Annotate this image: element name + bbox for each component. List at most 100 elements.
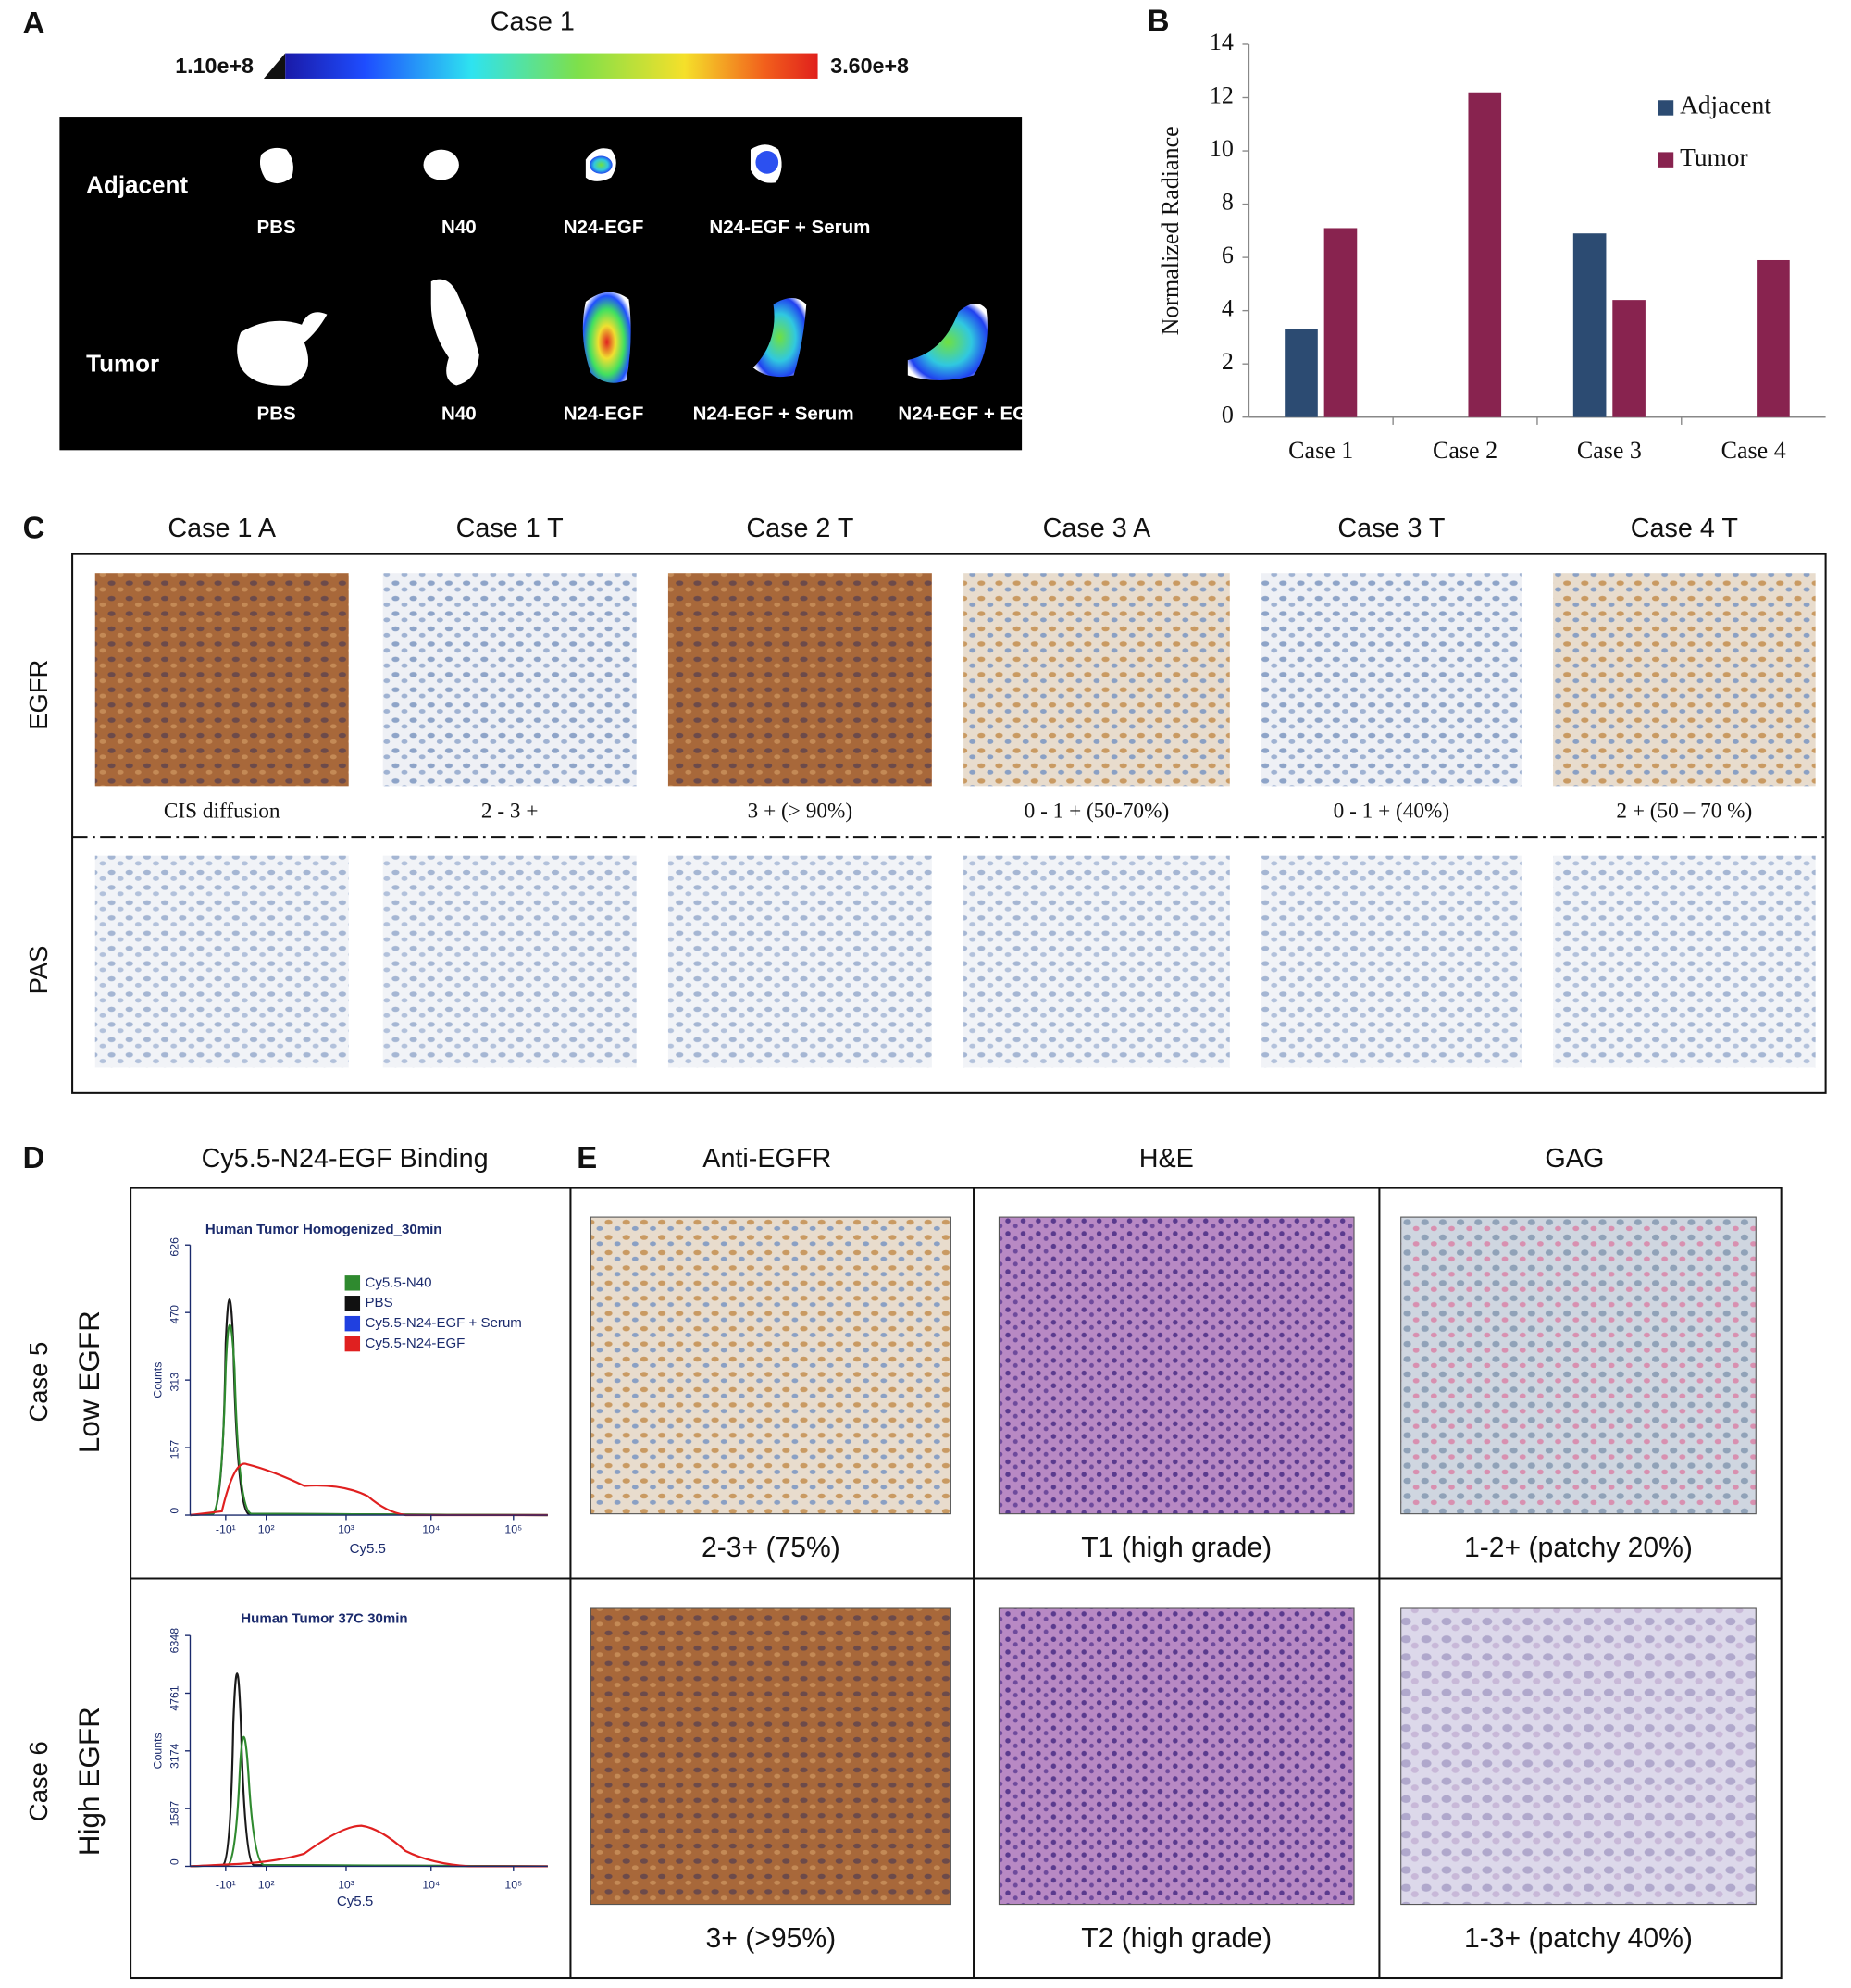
panel-label: B — [1148, 3, 1170, 37]
panel-label: E — [577, 1140, 597, 1174]
grid-frame — [130, 1187, 1783, 1980]
stain-score: 2 + (50 – 70 %) — [1616, 799, 1752, 823]
stain-caption: 1-3+ (patchy 40%) — [1464, 1923, 1693, 1954]
egfr-label: High EGFR — [72, 1707, 106, 1856]
pas-stain-image — [667, 855, 932, 1068]
legend-swatch — [344, 1296, 361, 1311]
column-header: Case 4 T — [1631, 514, 1738, 543]
stain-image — [998, 1216, 1355, 1515]
y-tick-label: 4 — [1222, 295, 1234, 322]
row-label: Tumor — [86, 349, 159, 377]
column-header: GAG — [1545, 1144, 1604, 1174]
panel-label: D — [23, 1140, 45, 1174]
plot-title: Human Tumor 37C 30min — [241, 1610, 407, 1626]
pas-stain-image — [963, 855, 1230, 1068]
y-tick-label: 6 — [1222, 242, 1234, 268]
x-tick-label: 10⁴ — [422, 1523, 440, 1536]
x-tick-label: 10⁵ — [504, 1878, 522, 1891]
stain-image — [590, 1607, 951, 1906]
y-tick-label: 3174 — [168, 1743, 180, 1769]
panel-label: C — [23, 510, 45, 544]
y-axis-label: Normalized Radiance — [1157, 126, 1184, 335]
y-tick-label: 157 — [168, 1440, 180, 1460]
bar — [1468, 92, 1502, 417]
legend-label: Cy5.5-N24-EGF + Serum — [366, 1315, 522, 1331]
color-scale — [285, 53, 818, 79]
stain-score: CIS diffusion — [164, 799, 280, 823]
column-header: Anti-EGFR — [702, 1144, 831, 1174]
sample-label: N24-EGF + Serum — [693, 403, 854, 424]
row-label: Adjacent — [86, 170, 188, 198]
legend-swatch — [344, 1336, 361, 1352]
y-axis-label: Counts — [151, 1362, 164, 1398]
imaging-panel — [59, 117, 1023, 451]
y-tick-label: 10 — [1210, 135, 1234, 162]
egfr-stain-image — [667, 573, 932, 787]
x-tick-label: 10² — [258, 1523, 275, 1536]
egfr-stain-image — [963, 573, 1230, 787]
stain-image — [1400, 1216, 1757, 1515]
scale-max: 3.60e+8 — [830, 54, 909, 78]
y-tick-label: 6348 — [168, 1628, 180, 1654]
row-label: EGFR — [24, 660, 53, 730]
legend-label: Cy5.5-N24-EGF — [366, 1336, 466, 1351]
stain-score: 3 + (> 90%) — [748, 799, 852, 823]
x-tick-label: 10³ — [338, 1523, 354, 1536]
sample-label: N40 — [441, 217, 477, 238]
panel-title: Cy5.5-N24-EGF Binding — [202, 1144, 489, 1174]
y-tick-label: 1587 — [168, 1801, 180, 1827]
y-tick-label: 8 — [1222, 189, 1234, 216]
x-axis-label: Cy5.5 — [337, 1894, 373, 1909]
column-header: Case 1 A — [168, 514, 276, 543]
egfr-label: Low EGFR — [72, 1311, 106, 1453]
y-tick-label: 2 — [1222, 348, 1234, 375]
bar — [1285, 329, 1318, 417]
legend-label: PBS — [366, 1295, 393, 1311]
sample-label: N40 — [441, 403, 477, 424]
y-tick-label: 470 — [168, 1305, 180, 1324]
y-tick-label: 12 — [1210, 81, 1234, 108]
y-tick-label: 626 — [168, 1237, 180, 1257]
column-header: Case 3 T — [1337, 514, 1445, 543]
panel-label: A — [23, 6, 45, 40]
x-tick-label: -10¹ — [216, 1878, 236, 1891]
stain-caption: T1 (high grade) — [1081, 1533, 1272, 1563]
sample-label: N24-EGF — [564, 217, 644, 238]
bar — [1757, 259, 1790, 417]
x-tick-label: 10³ — [338, 1878, 354, 1891]
pas-stain-image — [94, 855, 349, 1068]
x-tick-label: Case 2 — [1433, 437, 1497, 464]
pas-stain-image — [382, 855, 637, 1068]
egfr-stain-image — [94, 573, 349, 787]
scale-wedge — [263, 53, 286, 79]
panel-title: Case 1 — [491, 6, 575, 36]
y-tick-label: 0 — [1222, 402, 1234, 429]
sample-label: N24-EGF — [564, 403, 644, 424]
sample-label: PBS — [257, 217, 296, 238]
pas-stain-image — [1261, 855, 1522, 1068]
sample-label: PBS — [257, 403, 296, 424]
x-tick-label: Case 4 — [1721, 437, 1786, 464]
stain-image — [998, 1607, 1355, 1906]
stain-caption: 1-2+ (patchy 20%) — [1464, 1533, 1693, 1563]
stain-caption: 3+ (>95%) — [706, 1923, 837, 1954]
x-tick-label: Case 1 — [1288, 437, 1353, 464]
x-axis-label: Cy5.5 — [350, 1541, 386, 1557]
scale-min: 1.10e+8 — [175, 54, 254, 78]
column-header: Case 2 T — [746, 514, 853, 543]
panel-c-frame — [71, 553, 1827, 1094]
tissue-blobs — [237, 144, 988, 386]
row-label: PAS — [24, 946, 53, 995]
case-label: Case 6 — [24, 1741, 53, 1821]
y-axis-label: Counts — [151, 1733, 164, 1769]
plot-title: Human Tumor Homogenized_30min — [205, 1222, 442, 1237]
egfr-stain-image — [382, 573, 637, 787]
sample-label: N24-EGF + Serum — [709, 217, 870, 238]
legend-swatch — [344, 1275, 361, 1291]
stain-score: 2 - 3 + — [481, 799, 539, 823]
case-label: Case 5 — [24, 1342, 53, 1423]
y-tick-label: 14 — [1210, 29, 1234, 56]
column-header: Case 1 T — [456, 514, 564, 543]
bar — [1323, 228, 1358, 417]
